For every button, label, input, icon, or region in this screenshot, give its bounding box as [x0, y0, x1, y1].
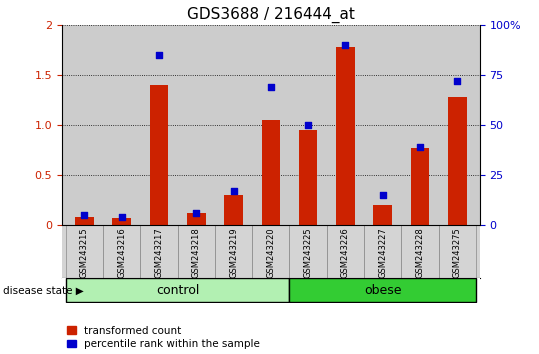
Bar — [75, 217, 94, 225]
Bar — [336, 47, 355, 225]
Point — [341, 42, 350, 48]
Bar — [178, 225, 215, 278]
Text: disease state ▶: disease state ▶ — [3, 286, 84, 296]
Text: GSM243220: GSM243220 — [266, 227, 275, 278]
Bar — [289, 278, 476, 302]
Bar — [66, 225, 103, 278]
Bar — [289, 225, 327, 278]
Point — [192, 210, 201, 216]
Bar — [150, 85, 168, 225]
Bar — [112, 218, 131, 225]
Bar — [439, 225, 476, 278]
Text: GSM243217: GSM243217 — [155, 227, 163, 278]
Text: GSM243215: GSM243215 — [80, 227, 89, 278]
Bar — [299, 130, 317, 225]
Point — [266, 84, 275, 90]
Bar — [187, 213, 205, 225]
Text: GSM243218: GSM243218 — [192, 227, 201, 278]
Bar — [374, 205, 392, 225]
Point — [118, 214, 126, 219]
Bar — [224, 195, 243, 225]
Point — [453, 78, 461, 84]
Text: GSM243228: GSM243228 — [416, 227, 425, 278]
Bar — [402, 225, 439, 278]
Point — [229, 188, 238, 194]
Point — [304, 122, 313, 128]
Bar — [66, 278, 289, 302]
Text: GSM243216: GSM243216 — [117, 227, 126, 278]
Point — [378, 192, 387, 198]
Bar — [103, 225, 140, 278]
Text: GSM243225: GSM243225 — [303, 227, 313, 278]
Point — [80, 212, 89, 218]
Bar — [261, 120, 280, 225]
Text: obese: obese — [364, 284, 402, 297]
Bar — [327, 225, 364, 278]
Text: GSM243275: GSM243275 — [453, 227, 462, 278]
Bar — [448, 97, 467, 225]
Legend: transformed count, percentile rank within the sample: transformed count, percentile rank withi… — [67, 326, 260, 349]
Text: control: control — [156, 284, 199, 297]
Text: GSM243227: GSM243227 — [378, 227, 387, 278]
Bar — [411, 148, 430, 225]
Bar — [364, 225, 402, 278]
Bar — [140, 225, 178, 278]
Point — [155, 52, 163, 58]
Bar — [215, 225, 252, 278]
Bar — [252, 225, 289, 278]
Point — [416, 144, 424, 150]
Text: GSM243219: GSM243219 — [229, 227, 238, 278]
Title: GDS3688 / 216444_at: GDS3688 / 216444_at — [187, 7, 355, 23]
Text: GSM243226: GSM243226 — [341, 227, 350, 278]
